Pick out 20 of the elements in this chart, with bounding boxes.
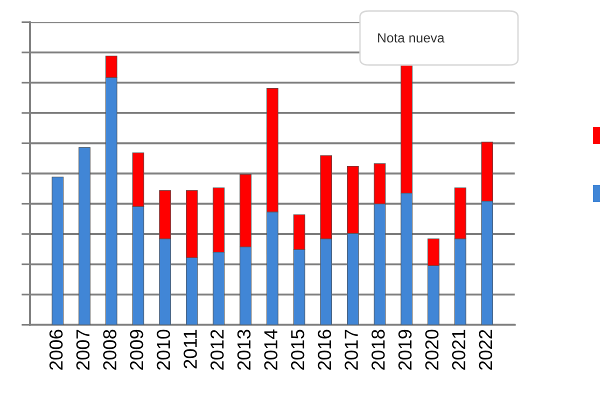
bar [78, 147, 90, 325]
x-tick-label: 2012 [210, 330, 224, 370]
x-tick-label: 2006 [49, 330, 63, 370]
x-tick-label: 2014 [264, 330, 278, 370]
x-tick-label: 2022 [478, 330, 492, 370]
x-tick-label: 2015 [290, 330, 304, 370]
x-tick-label: 2007 [76, 330, 90, 370]
x-tick-label: 2021 [452, 330, 466, 370]
x-tick-label: 2010 [156, 330, 170, 370]
x-tick-label: 2013 [237, 330, 251, 370]
x-tick-label: 2018 [372, 330, 385, 370]
x-tick-label: 2020 [425, 330, 438, 370]
x-tick-label: 2016 [318, 330, 332, 370]
text: Nota nueva [378, 33, 444, 43]
x-tick-label: 2011 [184, 330, 197, 368]
x-tick-label: 2008 [103, 330, 116, 370]
bar [52, 176, 64, 325]
x-tick-label: 2017 [344, 330, 358, 370]
x-tick-label: 2009 [130, 330, 144, 370]
x-tick-label: 2019 [398, 330, 412, 370]
